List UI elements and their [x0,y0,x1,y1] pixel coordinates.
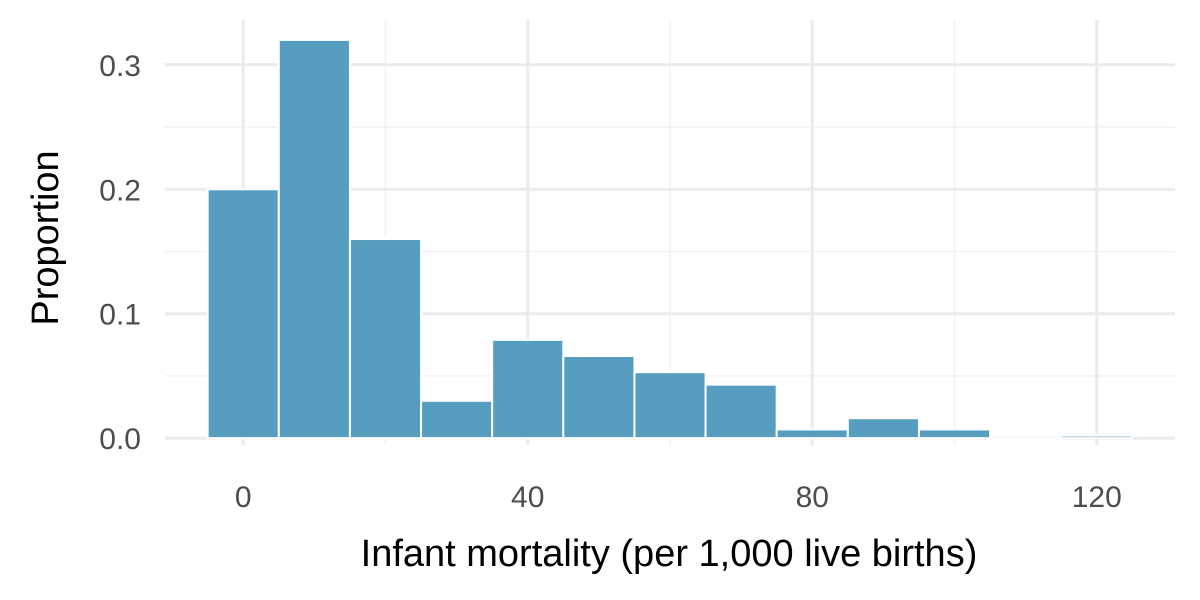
histogram-bar-5 [562,355,636,440]
y-tick-label: 0.2 [99,174,141,207]
histogram-bar-4 [491,338,565,440]
x-tick-label: 40 [511,481,544,514]
histogram-bar-12 [1060,434,1134,440]
histogram-bar-11 [989,437,1063,440]
histogram-bar-6 [633,371,707,440]
histogram-bar-8 [775,428,849,440]
y-tick-label: 0.0 [99,423,141,456]
histogram-bar-7 [704,383,778,440]
histogram-bar-3 [420,399,494,440]
y-axis-title: Proportion [25,150,67,325]
x-tick-label: 80 [796,481,829,514]
histogram-bars [206,38,1134,440]
x-axis-title: Infant mortality (per 1,000 live births) [361,533,978,575]
histogram-bar-9 [846,417,920,440]
y-axis-tick-labels: 0.0 0.1 0.2 0.3 [99,50,141,456]
histogram-bar-10 [917,428,992,440]
histogram-bar-1 [277,38,351,440]
x-axis-tick-labels: 0 40 80 120 [235,481,1122,514]
histogram-bar-2 [348,238,423,440]
histogram-bar-0 [206,188,280,440]
y-tick-label: 0.3 [99,50,141,83]
x-tick-label: 0 [235,481,252,514]
y-tick-label: 0.1 [99,299,141,332]
x-tick-label: 120 [1072,481,1122,514]
